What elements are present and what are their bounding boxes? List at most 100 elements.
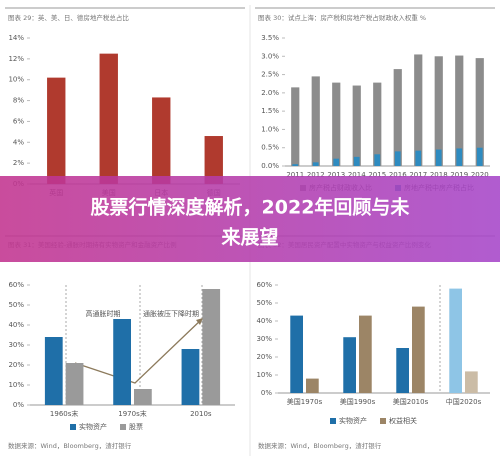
bar <box>204 136 223 184</box>
chart-title: 图表 29：英、美、日、德房地产税总占比 <box>8 13 129 22</box>
bar <box>396 348 409 393</box>
y-tick-label: 50% <box>256 299 272 307</box>
bar <box>434 56 443 166</box>
bar <box>181 349 200 405</box>
y-tick-label: 0.0% <box>261 162 279 170</box>
bar <box>456 148 463 166</box>
bar <box>44 337 63 405</box>
annotation: 通胀被压下降时期 <box>143 309 199 318</box>
y-tick-label: 20% <box>256 353 272 361</box>
y-tick-label: 10% <box>256 371 272 379</box>
bar <box>152 97 171 184</box>
banner <box>0 176 500 262</box>
x-tick-label: 2017 <box>409 171 427 179</box>
y-tick-label: 60% <box>256 281 272 289</box>
bar <box>465 371 478 393</box>
banner-title: 股票行情深度解析，2022年回顾与未 <box>91 196 410 219</box>
bar <box>353 156 360 166</box>
y-tick-label: 4% <box>13 138 24 146</box>
x-tick-label: 2010s <box>190 410 212 418</box>
trend-arrow <box>74 317 204 384</box>
bar <box>394 151 401 166</box>
bar <box>393 69 402 166</box>
x-tick-label: 2014 <box>348 171 366 179</box>
x-tick-label: 中国2020s <box>446 397 482 406</box>
bar <box>373 82 382 166</box>
y-tick-label: 0% <box>13 401 24 409</box>
legend-swatch <box>70 424 76 430</box>
bar <box>290 315 303 393</box>
y-tick-label: 1.5% <box>261 107 279 115</box>
y-tick-label: 3.0% <box>261 52 279 60</box>
x-tick-label: 2018 <box>430 171 448 179</box>
bar <box>47 77 66 184</box>
legend-swatch <box>330 418 336 424</box>
legend-label: 股票 <box>129 423 143 431</box>
x-tick-label: 2013 <box>327 171 345 179</box>
arrow-head <box>196 318 203 325</box>
x-tick-label: 2012 <box>307 171 325 179</box>
bar <box>333 158 340 166</box>
source: 数据来源：Wind，Bloomberg，渣打银行 <box>258 441 382 450</box>
y-tick-label: 60% <box>8 281 24 289</box>
y-tick-label: 10% <box>8 76 24 84</box>
y-tick-label: 3.5% <box>261 34 279 42</box>
bar <box>312 162 319 166</box>
bar <box>449 288 462 393</box>
y-tick-label: 1.0% <box>261 125 279 133</box>
y-tick-label: 40% <box>256 317 272 325</box>
x-tick-label: 2011 <box>286 171 304 179</box>
bar <box>65 363 84 405</box>
y-tick-label: 20% <box>8 361 24 369</box>
bar <box>202 289 221 405</box>
bar <box>291 87 300 166</box>
y-tick-label: 8% <box>13 97 24 105</box>
bar <box>343 337 356 393</box>
bar <box>99 53 118 185</box>
y-tick-label: 2.5% <box>261 71 279 79</box>
y-tick-label: 2.0% <box>261 89 279 97</box>
bar <box>292 164 299 166</box>
y-tick-label: 0% <box>261 389 272 397</box>
y-tick-label: 6% <box>13 117 24 125</box>
x-tick-label: 美国1990s <box>340 397 376 406</box>
bar <box>332 82 341 166</box>
bar <box>306 378 319 393</box>
legend-label: 实物资产 <box>79 422 107 431</box>
bar <box>412 306 425 393</box>
y-tick-label: 40% <box>8 321 24 329</box>
y-tick-label: 30% <box>8 341 24 349</box>
y-tick-label: 10% <box>8 381 24 389</box>
x-tick-label: 1970s末 <box>118 409 146 418</box>
bar <box>374 154 381 166</box>
source: 数据来源：Wind，Bloomberg，渣打银行 <box>8 441 132 450</box>
bar <box>435 149 442 166</box>
bar <box>455 55 464 166</box>
banner-title: 来展望 <box>221 226 278 249</box>
x-tick-label: 2020 <box>471 171 489 179</box>
chart-title: 图表 30：试点上海：房产税和房地产税占财政收入权重 % <box>258 13 426 22</box>
x-tick-label: 2016 <box>389 171 407 179</box>
y-tick-label: 2% <box>13 159 24 167</box>
bar <box>414 54 423 167</box>
bar <box>476 147 483 166</box>
bar <box>113 319 131 405</box>
x-tick-label: 美国1970s <box>287 397 323 406</box>
bar <box>311 76 320 166</box>
y-tick-label: 12% <box>8 55 24 63</box>
y-tick-label: 14% <box>8 34 24 42</box>
x-tick-label: 美国2010s <box>393 397 429 406</box>
bar <box>475 58 484 166</box>
x-tick-label: 1960s末 <box>50 409 78 418</box>
bar <box>352 85 361 166</box>
bar <box>134 389 152 405</box>
legend-label: 实物资产 <box>339 416 367 425</box>
legend-swatch <box>380 418 386 424</box>
legend-label: 权益相关 <box>389 416 417 425</box>
x-tick-label: 2019 <box>450 171 468 179</box>
annotation: 高通胀时期 <box>86 309 121 318</box>
bar <box>359 315 372 393</box>
legend-swatch <box>120 424 126 430</box>
y-tick-label: 30% <box>256 335 272 343</box>
